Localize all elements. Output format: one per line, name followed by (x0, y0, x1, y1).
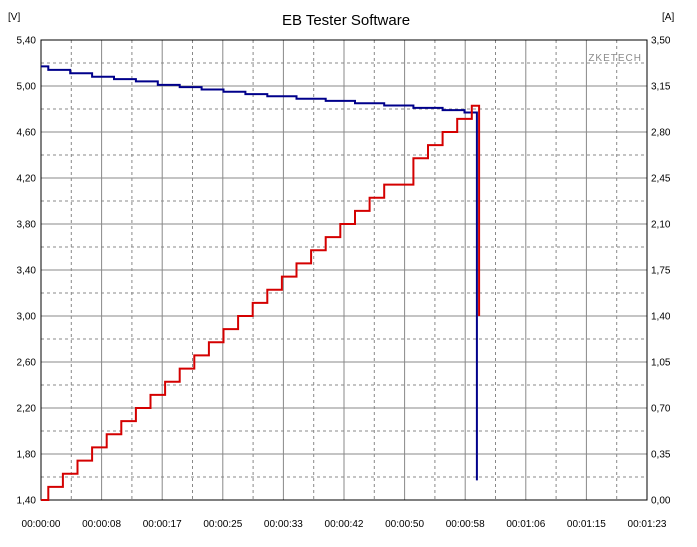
left-tick-label: 3,80 (17, 220, 37, 231)
series-layer (41, 65, 481, 501)
left-tick-label: 5,40 (17, 36, 37, 47)
x-tick-label: 00:01:15 (567, 519, 606, 530)
right-tick-label: 2,45 (651, 174, 671, 185)
left-tick-label: 3,00 (17, 312, 37, 323)
right-tick-label: 0,70 (651, 404, 671, 415)
x-tick-label: 00:00:17 (143, 519, 182, 530)
x-axis-ticks: 00:00:00 00:00:08 00:00:17 00:00:25 00:00:33… (22, 519, 667, 530)
right-tick-label: 2,80 (651, 128, 671, 139)
x-tick-label: 00:00:42 (325, 519, 364, 530)
left-tick-label: 2,20 (17, 404, 37, 415)
chart-title: EB Tester Software (282, 12, 410, 29)
left-tick-label: 3,40 (17, 266, 37, 277)
watermark: ZKETECH (588, 53, 642, 64)
right-tick-label: 1,75 (651, 266, 671, 277)
left-tick-label: 4,60 (17, 128, 37, 139)
right-axis-ticks: 0,00 0,35 0,70 1,05 1,40 1,75 2,10 2,45 2,80 3,15… (651, 36, 671, 507)
right-tick-label: 0,35 (651, 450, 671, 461)
right-tick-label: 1,40 (651, 312, 671, 323)
plot-frame (40, 39, 648, 501)
left-axis-unit: [V] (8, 12, 20, 23)
left-tick-label: 5,00 (17, 82, 37, 93)
current-series-line (41, 104, 481, 501)
x-tick-label: 00:00:33 (264, 519, 303, 530)
right-tick-label: 1,05 (651, 358, 671, 369)
left-tick-label: 4,20 (17, 174, 37, 185)
x-tick-label: 00:00:58 (446, 519, 485, 530)
left-tick-label: 1,80 (17, 450, 37, 461)
x-tick-label: 00:00:08 (82, 519, 121, 530)
right-tick-label: 3,50 (651, 36, 671, 47)
x-tick-label: 00:00:50 (385, 519, 424, 530)
left-tick-label: 2,60 (17, 358, 37, 369)
x-tick-label: 00:00:00 (22, 519, 61, 530)
left-tick-label: 1,40 (17, 496, 37, 507)
right-tick-label: 0,00 (651, 496, 671, 507)
x-tick-label: 00:01:23 (628, 519, 667, 530)
voltage-series-line (41, 65, 478, 481)
grid (41, 40, 647, 500)
x-tick-label: 00:01:06 (506, 519, 545, 530)
x-tick-label: 00:00:25 (203, 519, 242, 530)
right-tick-label: 3,15 (651, 82, 671, 93)
left-axis-ticks: 1,40 1,80 2,20 2,60 3,00 3,40 3,80 4,20 4,60 5,00… (17, 36, 37, 507)
right-axis-unit: [A] (662, 12, 674, 23)
right-tick-label: 2,10 (651, 220, 671, 231)
